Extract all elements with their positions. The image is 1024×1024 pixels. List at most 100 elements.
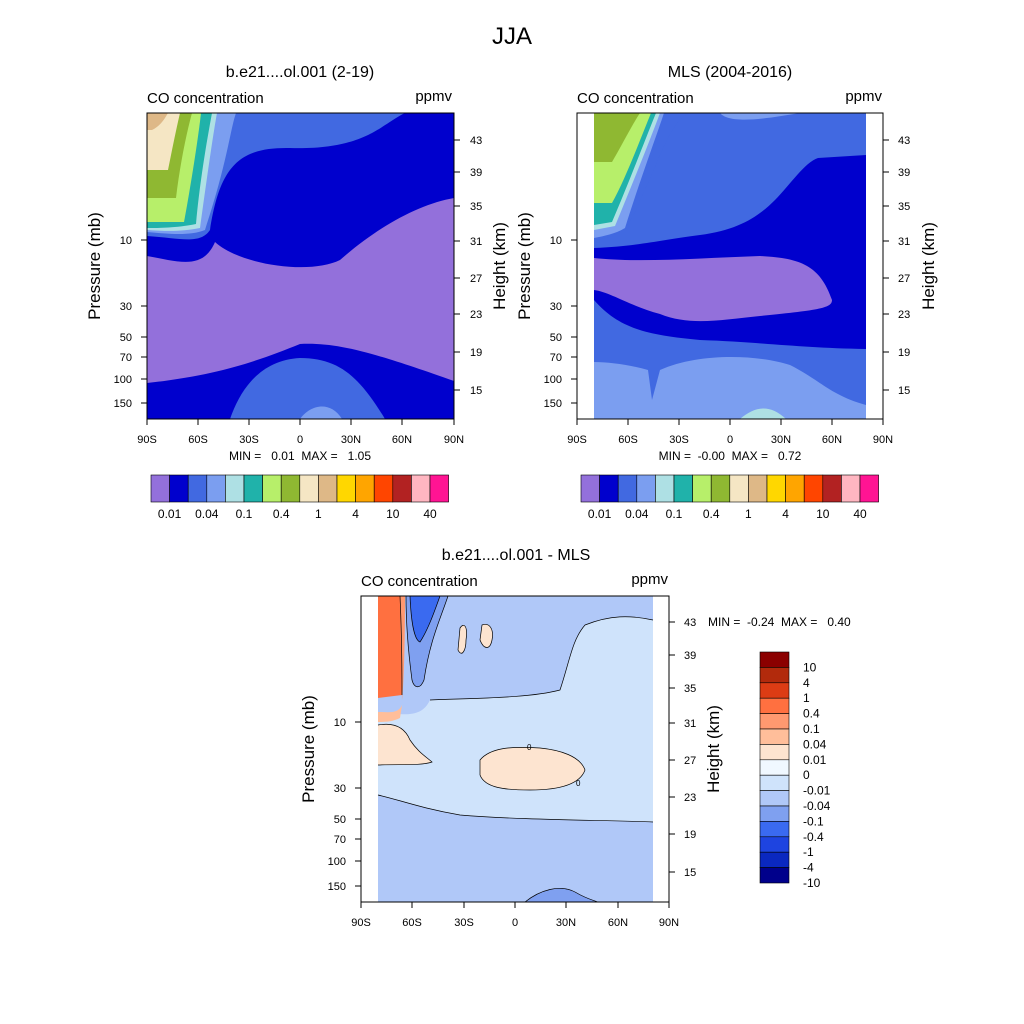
- y2-tick-label: 43: [470, 135, 482, 147]
- colorbar-label: 1: [803, 691, 810, 705]
- y2-tick-label: 31: [898, 236, 910, 248]
- y-tick-label: 30: [120, 301, 132, 313]
- colorbar-swatch: [759, 744, 790, 761]
- y-tick-label: 70: [550, 352, 562, 364]
- colorbar-label: 0.04: [625, 507, 649, 521]
- colorbar-swatch: [336, 474, 356, 503]
- x-tick-label: 30S: [454, 917, 474, 929]
- min-max-stats: MIN = 0.01 MAX = 1.05: [229, 449, 371, 463]
- colorbar-label: -4: [803, 861, 814, 875]
- y-ticks: 10 30 50 70 100 150: [328, 717, 361, 893]
- x-tick-label: 90N: [873, 434, 893, 446]
- colorbar-label: -10: [803, 876, 821, 890]
- colorbar-swatch: [759, 867, 790, 884]
- y2-ticks: 43 39 35 31 27 23 19 15: [669, 617, 696, 879]
- field-band: [230, 358, 385, 419]
- y2-tick-label: 27: [684, 755, 696, 767]
- colorbar-swatch: [169, 474, 189, 503]
- colorbar-swatch: [655, 474, 675, 503]
- colorbar-swatch: [710, 474, 731, 503]
- colorbar-label: 10: [816, 507, 830, 521]
- colorbar-label: 0.01: [588, 507, 612, 521]
- y2-tick-label: 27: [470, 273, 482, 285]
- plot-area: [146, 112, 455, 420]
- y2-tick-label: 35: [898, 201, 910, 213]
- contour-label: 0: [576, 779, 581, 788]
- colorbar-swatch: [759, 851, 790, 868]
- min-max-stats: MIN = -0.00 MAX = 0.72: [659, 449, 802, 463]
- y-axis-label: Pressure (mb): [515, 212, 534, 320]
- y-axis-label: Pressure (mb): [85, 212, 104, 320]
- colorbar-label: 0.01: [803, 753, 827, 767]
- panel-difference: b.e21....ol.001 - MLS CO concentration p…: [299, 547, 851, 929]
- colorbar-label: 4: [803, 676, 810, 690]
- y-tick-label: 10: [550, 235, 562, 247]
- y2-tick-label: 39: [898, 167, 910, 179]
- colorbar-swatch: [822, 474, 842, 503]
- y-tick-label: 50: [120, 332, 132, 344]
- colorbar-swatch: [580, 474, 600, 503]
- y2-tick-label: 23: [470, 309, 482, 321]
- y-tick-label: 70: [120, 352, 132, 364]
- y2-tick-label: 35: [470, 201, 482, 213]
- y-tick-label: 10: [120, 235, 132, 247]
- y2-tick-label: 23: [684, 792, 696, 804]
- x-ticks: 90S 60S 30S 0 30N 60N 90N: [567, 419, 893, 446]
- plot-area: 0 0: [360, 595, 670, 903]
- x-tick-label: 60S: [618, 434, 638, 446]
- colorbar-swatch: [759, 821, 790, 838]
- colorbar-label: -0.01: [803, 784, 831, 798]
- panel-mls: MLS (2004-2016) CO concentration ppmv 90…: [515, 64, 938, 521]
- field-band: [480, 747, 585, 790]
- colorbar-label: 0.4: [273, 507, 290, 521]
- field-band: [147, 113, 168, 130]
- colorbar-swatch: [429, 474, 449, 503]
- x-tick-label: 60S: [402, 917, 422, 929]
- colorbar: 0.01 0.04 0.1 0.4 1 4 10 40: [150, 474, 449, 521]
- colorbar-swatch: [318, 474, 338, 503]
- y2-tick-label: 15: [898, 385, 910, 397]
- colorbar-swatch: [759, 651, 790, 668]
- colorbar-label: 10: [803, 660, 817, 674]
- panel-title: b.e21....ol.001 (2-19): [226, 64, 375, 81]
- y-tick-label: 10: [334, 717, 346, 729]
- panel-right-label: ppmv: [845, 88, 882, 105]
- colorbar-label: 0.4: [803, 707, 820, 721]
- colorbar-label: 0.01: [158, 507, 182, 521]
- x-tick-label: 90N: [659, 917, 679, 929]
- colorbar-swatch: [759, 697, 790, 714]
- y2-tick-label: 43: [898, 135, 910, 147]
- colorbar-swatch: [759, 682, 790, 699]
- colorbar-swatch: [759, 836, 790, 853]
- colorbar-swatch: [243, 474, 263, 503]
- y-tick-label: 30: [550, 301, 562, 313]
- colorbar-swatch: [411, 474, 431, 503]
- field-band: [458, 625, 467, 654]
- x-tick-label: 30S: [669, 434, 689, 446]
- y2-ticks: 43 39 35 31 27 23 19 15: [454, 135, 482, 397]
- field-band: [740, 408, 786, 419]
- colorbar-swatch: [392, 474, 412, 503]
- colorbar-swatch: [206, 474, 226, 503]
- y2-tick-label: 15: [684, 867, 696, 879]
- y2-tick-label: 27: [898, 273, 910, 285]
- field-band: [594, 113, 640, 162]
- colorbar-swatch: [759, 805, 790, 822]
- y2-tick-label: 31: [684, 718, 696, 730]
- x-tick-label: 60N: [608, 917, 628, 929]
- colorbar-swatch: [636, 474, 656, 503]
- y-tick-label: 100: [328, 856, 346, 868]
- colorbar-label: 40: [853, 507, 867, 521]
- y-ticks: 10 30 50 70 100 150: [114, 235, 147, 410]
- colorbar-swatch: [759, 759, 790, 776]
- x-ticks: 90S 60S 30S 0 30N 60N 90N: [137, 419, 464, 446]
- colorbar-label: -1: [803, 845, 814, 859]
- x-tick-label: 90S: [351, 917, 371, 929]
- panel-left-label: CO concentration: [147, 90, 264, 107]
- y2-axis-label: Height (km): [704, 705, 723, 793]
- x-tick-label: 30N: [771, 434, 791, 446]
- contour-label: 0: [527, 743, 532, 752]
- colorbar-label: 40: [423, 507, 437, 521]
- y2-tick-label: 31: [470, 236, 482, 248]
- field-band: [378, 724, 432, 765]
